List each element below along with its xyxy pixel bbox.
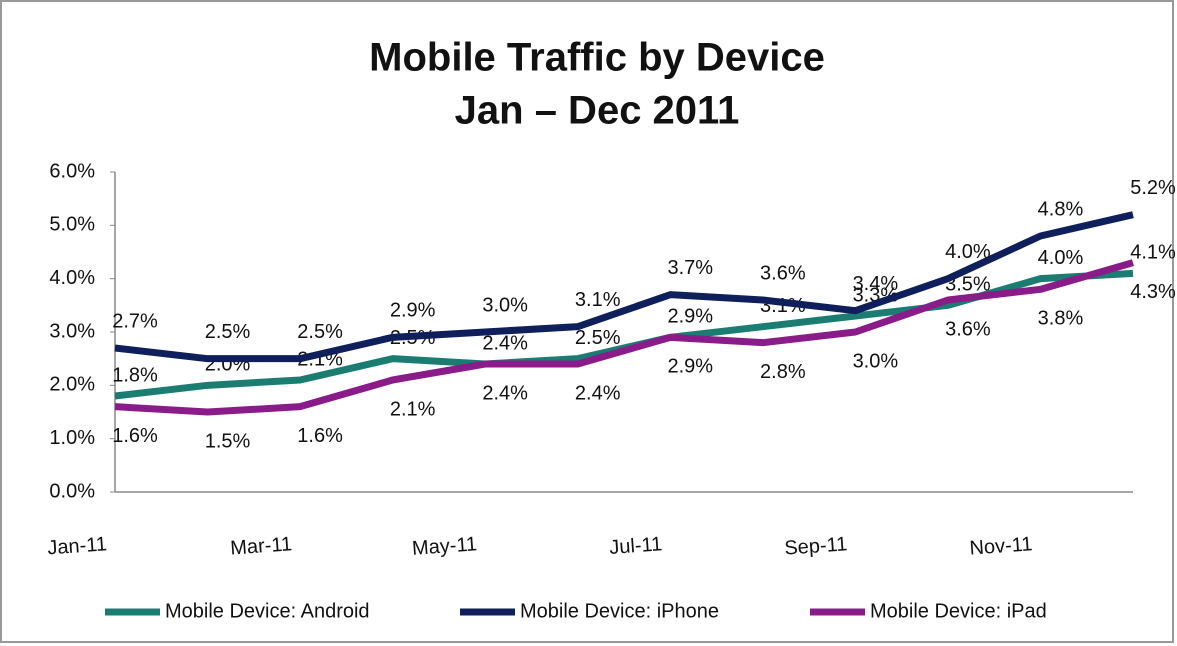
data-label: 4.3% xyxy=(1130,281,1176,303)
y-tick-label: 1.0% xyxy=(49,427,95,449)
data-label: 1.6% xyxy=(297,425,343,447)
data-label: 3.6% xyxy=(945,318,991,340)
data-label: 2.9% xyxy=(390,300,436,322)
data-label: 2.5% xyxy=(297,321,343,343)
data-label: 2.9% xyxy=(667,356,713,378)
x-tick-label: May-11 xyxy=(411,533,478,559)
y-tick-label: 3.0% xyxy=(49,320,95,342)
x-tick-label: Jan-11 xyxy=(47,533,108,559)
data-label: 3.4% xyxy=(853,273,899,295)
chart-title: Mobile Traffic by Device xyxy=(369,36,825,80)
data-label: 2.9% xyxy=(667,306,713,328)
y-tick-label: 0.0% xyxy=(49,480,95,502)
data-label: 2.1% xyxy=(390,398,436,420)
data-label: 5.2% xyxy=(1130,177,1176,199)
data-label: 4.1% xyxy=(1130,242,1176,264)
data-label: 2.5% xyxy=(575,327,621,349)
x-tick-label: Jul-11 xyxy=(609,533,663,559)
x-tick-label: Mar-11 xyxy=(230,533,293,559)
data-label: 2.4% xyxy=(482,382,528,404)
data-label: 4.8% xyxy=(1038,198,1084,220)
data-label: 3.0% xyxy=(853,350,899,372)
data-label: 4.0% xyxy=(1038,247,1084,269)
legend-label: Mobile Device: Android xyxy=(165,600,370,622)
data-label: 2.5% xyxy=(205,321,251,343)
data-label: 3.6% xyxy=(760,262,806,284)
data-label: 2.4% xyxy=(482,332,528,354)
data-label: 2.8% xyxy=(760,361,806,383)
data-label: 4.0% xyxy=(945,241,991,263)
data-label: 3.8% xyxy=(1038,308,1084,330)
data-label: 2.7% xyxy=(112,310,158,332)
x-tick-label: Nov-11 xyxy=(969,533,1033,559)
data-label: 1.8% xyxy=(112,364,158,386)
data-label: 1.6% xyxy=(112,425,158,447)
data-label: 3.5% xyxy=(945,274,991,296)
legend-label: Mobile Device: iPad xyxy=(870,600,1047,622)
y-tick-label: 5.0% xyxy=(49,214,95,236)
series-line xyxy=(114,259,1134,416)
data-label: 2.4% xyxy=(575,382,621,404)
data-label: 1.5% xyxy=(205,430,251,452)
series-line xyxy=(114,211,1134,363)
chart-subtitle: Jan – Dec 2011 xyxy=(455,89,740,133)
data-label: 3.7% xyxy=(667,257,713,279)
legend-label: Mobile Device: iPhone xyxy=(520,600,719,622)
y-tick-label: 6.0% xyxy=(49,160,95,182)
y-tick-label: 4.0% xyxy=(49,267,95,289)
x-tick-label: Sep-11 xyxy=(784,533,848,559)
data-label: 3.0% xyxy=(482,294,528,316)
y-tick-label: 2.0% xyxy=(49,374,95,396)
data-label: 3.1% xyxy=(575,289,621,311)
